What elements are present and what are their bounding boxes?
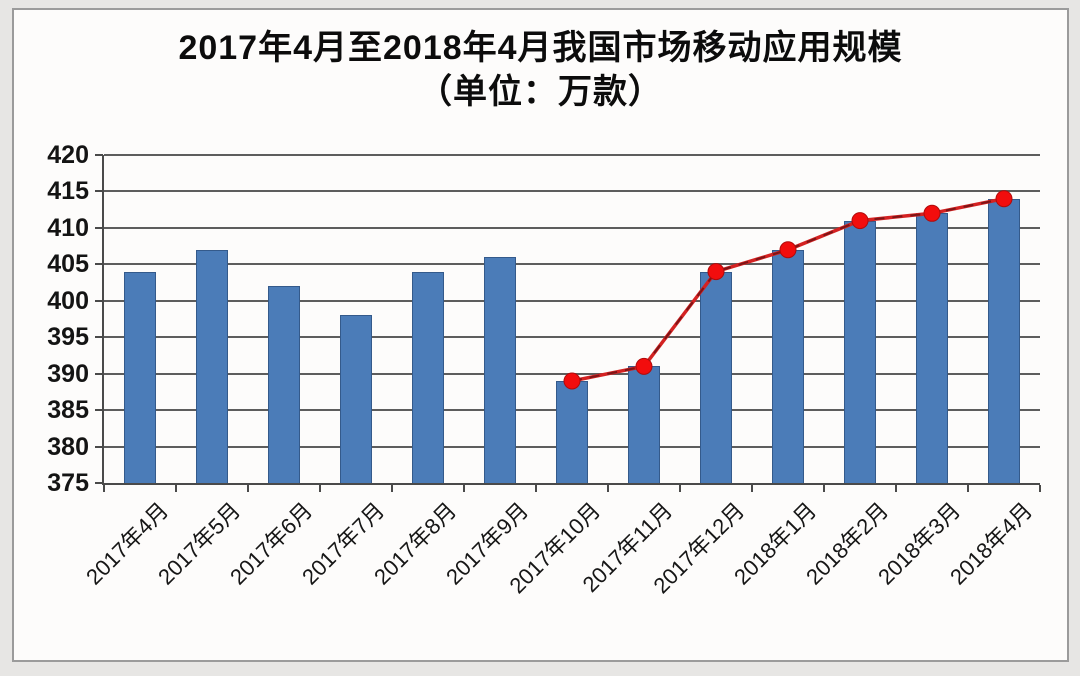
x-axis-tick	[751, 485, 753, 492]
trend-line	[571, 196, 1005, 383]
data-point-marker	[707, 263, 725, 281]
trend-line-dash	[571, 197, 1005, 382]
y-axis-tick	[95, 299, 103, 302]
bar	[700, 271, 732, 483]
bar	[772, 249, 804, 483]
chart-subtitle: （单位：万款）	[418, 73, 663, 112]
x-axis-tick	[319, 485, 321, 492]
y-axis-tick	[95, 263, 103, 266]
y-axis-label: 420	[47, 141, 89, 169]
y-axis-tick	[95, 445, 103, 448]
gridline	[104, 336, 1040, 339]
y-axis-tick	[95, 482, 103, 484]
y-axis-label: 375	[47, 469, 89, 497]
x-axis-tick	[895, 485, 897, 492]
y-axis	[102, 155, 104, 485]
gridline	[104, 190, 1040, 193]
bar	[988, 198, 1020, 483]
y-axis-tick	[95, 409, 103, 412]
x-axis-tick	[247, 485, 249, 492]
bar	[628, 366, 660, 483]
data-point-marker	[851, 212, 869, 230]
data-point-marker	[995, 190, 1013, 208]
chart-title: 2017年4月至2018年4月我国市场移动应用规模	[178, 29, 903, 67]
trend-line-layer	[563, 190, 1013, 390]
x-axis-tick	[463, 485, 465, 492]
bar	[412, 271, 444, 483]
bar	[268, 286, 300, 483]
y-axis-label: 395	[47, 323, 89, 352]
chart-frame: 2017年4月至2018年4月我国市场移动应用规模 （单位：万款） 375 380…	[12, 8, 1069, 662]
y-axis-label: 410	[47, 213, 89, 242]
bar	[340, 315, 372, 483]
bar	[124, 271, 156, 483]
bar	[844, 220, 876, 483]
x-axis-tick	[535, 485, 537, 492]
gridline	[104, 226, 1040, 229]
x-axis-tick	[967, 485, 969, 492]
gridline	[104, 263, 1040, 266]
plot-area: 375 380 385 390 395 400 405 410 415 420 2017年4月 201…	[47, 142, 1041, 598]
gridline	[104, 154, 1040, 156]
y-axis-label: 415	[47, 177, 89, 206]
gridline	[104, 299, 1040, 302]
x-axis-tick	[679, 485, 681, 492]
y-axis-label: 400	[47, 286, 89, 315]
y-axis-tick	[95, 336, 103, 339]
y-axis-label: 390	[47, 359, 89, 388]
y-axis-tick	[95, 372, 103, 375]
x-axis-tick	[391, 485, 393, 492]
bar	[196, 249, 228, 483]
y-axis-label: 405	[47, 250, 89, 279]
y-axis-tick	[95, 190, 103, 193]
x-axis-tick	[175, 485, 177, 492]
y-axis-tick	[95, 226, 103, 229]
y-axis-tick	[95, 154, 103, 156]
data-point-marker	[923, 204, 941, 222]
chart-title-block: 2017年4月至2018年4月我国市场移动应用规模 （单位：万款）	[14, 26, 1067, 114]
y-axis-label: 385	[47, 396, 89, 425]
data-point-marker	[563, 372, 581, 390]
y-axis-label: 380	[47, 432, 89, 461]
x-axis-tick	[823, 485, 825, 492]
data-point-marker	[635, 357, 653, 375]
x-axis-tick	[1039, 485, 1041, 492]
bar	[484, 257, 516, 483]
x-axis-tick	[607, 485, 609, 492]
x-axis	[102, 483, 1040, 485]
x-axis-tick	[103, 485, 105, 492]
data-point-marker	[779, 241, 797, 259]
